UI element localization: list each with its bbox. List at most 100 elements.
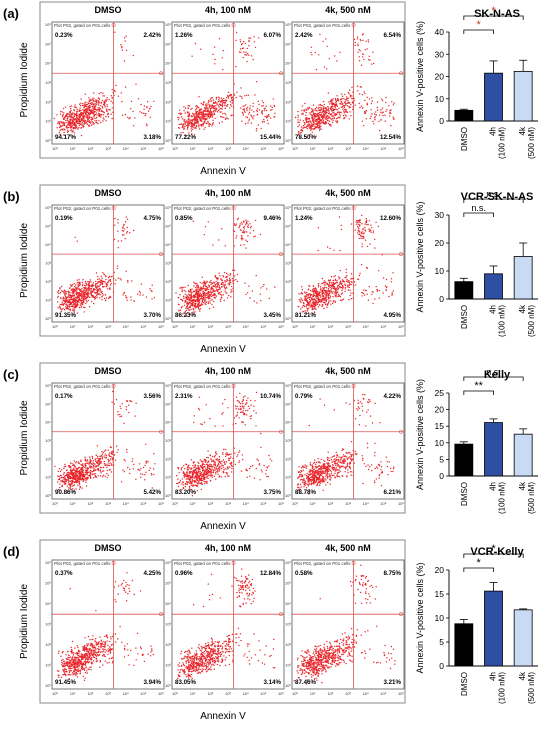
- flow-dot: [88, 475, 91, 477]
- flow-dot: [350, 278, 352, 280]
- flow-dot: [270, 105, 272, 107]
- flow-dot: [72, 308, 74, 310]
- flow-dot: [117, 277, 120, 279]
- flow-dot: [106, 466, 108, 469]
- flow-dot: [203, 110, 206, 112]
- flow-dot: [231, 465, 233, 467]
- flow-dot: [314, 303, 316, 305]
- flow-dot: [57, 307, 59, 309]
- flow-ytick: 10⁵: [165, 224, 171, 229]
- flow-dot: [326, 293, 328, 296]
- flow-dot: [266, 466, 268, 468]
- flow-dot: [310, 121, 312, 123]
- flow-dot: [361, 235, 364, 238]
- flow-dot: [341, 292, 344, 294]
- flow-dot: [210, 279, 212, 282]
- flow-dot: [204, 299, 207, 301]
- flow-dot: [274, 112, 276, 115]
- flow-dot: [72, 300, 74, 302]
- flow-dot: [316, 293, 318, 295]
- flow-dot: [246, 47, 248, 50]
- flow-dot: [59, 470, 62, 473]
- flow-dot: [70, 105, 73, 107]
- significance-bracket: [463, 29, 494, 34]
- flow-dot: [207, 113, 209, 116]
- flow-dot: [86, 107, 88, 110]
- flow-xtick: 10⁶: [278, 146, 284, 151]
- flow-dot: [371, 100, 373, 102]
- flow-dot: [84, 474, 86, 476]
- flow-dot: [69, 105, 71, 108]
- flow-dot: [179, 294, 181, 296]
- flow-dot: [249, 105, 251, 107]
- flow-dot: [91, 467, 93, 469]
- flow-dot: [63, 112, 65, 114]
- flow-dot: [339, 115, 341, 117]
- flow-dot: [129, 400, 131, 402]
- flow-dot: [202, 113, 205, 115]
- flow-xtick: 10²: [207, 324, 213, 329]
- flow-dot: [95, 296, 97, 298]
- flow-dot: [200, 303, 202, 305]
- flow-dot: [199, 289, 201, 292]
- flow-dot: [184, 300, 186, 302]
- flow-dot: [81, 487, 83, 489]
- flow-dot: [362, 229, 364, 231]
- flow-dot: [263, 121, 266, 123]
- flow-dot: [242, 108, 244, 111]
- flow-dot: [75, 284, 77, 286]
- flow-dot: [323, 116, 325, 119]
- flow-dot: [321, 297, 324, 300]
- quadrant-ur: 6.54%: [383, 32, 401, 39]
- quadrant-ul: 0.85%: [175, 215, 193, 222]
- flow-dot: [207, 293, 210, 295]
- flow-xtick: 10²: [327, 146, 333, 151]
- flow-dot: [87, 117, 89, 120]
- flow-dot: [343, 104, 345, 107]
- flow-dot: [239, 48, 242, 50]
- flow-dot: [325, 299, 328, 301]
- flow-dot: [330, 281, 333, 284]
- flow-dot: [87, 295, 90, 297]
- flow-dot: [186, 128, 189, 130]
- flow-dot: [374, 238, 376, 240]
- flow-dot: [97, 122, 99, 125]
- flow-plot-caption: Plot P02, gated on P01.cells: [54, 384, 111, 389]
- flow-dot: [205, 122, 208, 125]
- flow-dot: [381, 107, 384, 109]
- flow-dot: [184, 135, 186, 137]
- flow-dot: [221, 279, 223, 282]
- flow-dot: [80, 460, 82, 463]
- flow-dot: [246, 476, 248, 478]
- flow-dot: [58, 475, 60, 478]
- flow-dot: [312, 128, 314, 130]
- flow-dot: [100, 455, 103, 457]
- flow-dot: [309, 113, 312, 115]
- flow-dot: [93, 115, 95, 118]
- flow-dot: [207, 103, 209, 105]
- flow-dot: [322, 100, 325, 103]
- flow-dot: [79, 486, 81, 489]
- flow-dot: [344, 286, 347, 289]
- flow-dot: [247, 226, 249, 229]
- flow-dot: [198, 287, 200, 289]
- flow-dots: [294, 33, 395, 138]
- flow-dot: [228, 279, 231, 282]
- flow-dot: [323, 114, 325, 116]
- flow-dot: [236, 280, 239, 283]
- flow-dot: [95, 103, 98, 106]
- flow-dot: [59, 292, 62, 294]
- flow-dot: [315, 119, 317, 121]
- flow-dot: [76, 312, 79, 314]
- flow-dot: [348, 101, 350, 104]
- flow-dot: [235, 279, 237, 281]
- flow-dot: [98, 285, 100, 288]
- flow-dot: [318, 109, 320, 112]
- flow-dot: [325, 108, 327, 110]
- flow-dot: [322, 107, 324, 110]
- flow-dot: [110, 95, 113, 97]
- flow-dot: [59, 288, 61, 290]
- flow-dot: [314, 114, 317, 117]
- flow-dot: [298, 299, 300, 301]
- flow-dot: [306, 293, 308, 296]
